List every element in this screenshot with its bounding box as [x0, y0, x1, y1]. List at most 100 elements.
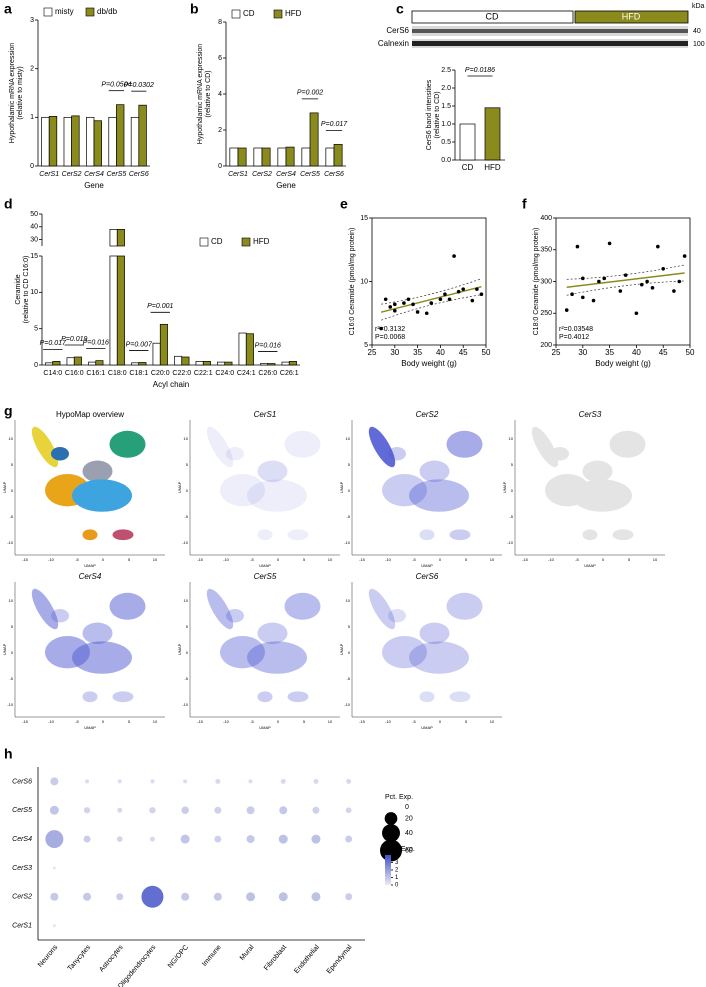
dot: [150, 779, 155, 784]
dot: [181, 892, 190, 901]
umap-cluster: [419, 529, 435, 541]
bar: [71, 115, 80, 167]
p-value: P=0.007: [126, 341, 153, 348]
umap-tick: 0: [439, 557, 442, 562]
bar: [277, 147, 287, 167]
umap-cluster: [609, 430, 646, 458]
bar: [281, 361, 290, 366]
umap-cluster: [247, 479, 307, 512]
umap-tick: -5: [9, 676, 13, 681]
dot: [149, 807, 156, 814]
y-tick-label: 15: [30, 253, 38, 260]
point: [402, 301, 406, 305]
legend-label: 0: [405, 804, 409, 811]
legend-label: HFD: [253, 237, 270, 246]
y-tick-label: 400: [540, 215, 552, 222]
blot-band: [412, 29, 688, 33]
point: [424, 311, 429, 316]
umap-tick: 10: [490, 557, 495, 562]
x-tick-label: CerS1: [39, 171, 59, 178]
umap-tick: 5: [348, 624, 351, 629]
umap-tick: -10: [182, 540, 189, 545]
umap-cluster: [82, 529, 98, 541]
bar: [138, 104, 147, 167]
blot-band: [412, 41, 688, 46]
y-tick-label: 300: [540, 278, 552, 285]
dot: [345, 893, 353, 901]
umap-tick: 0: [277, 557, 280, 562]
bar: [116, 255, 125, 366]
umap-cluster: [419, 691, 435, 703]
dot: [279, 806, 288, 815]
x-tick-label: C18:1: [129, 370, 148, 377]
umap-tick: -5: [509, 514, 513, 519]
panel-label: a: [4, 1, 12, 17]
umap-tick: 5: [11, 624, 14, 629]
point: [470, 298, 475, 303]
umap-tick: 0: [602, 557, 605, 562]
dot: [346, 778, 352, 784]
umap-tick: 5: [303, 719, 306, 724]
y-tick-label: 0: [218, 163, 222, 170]
marker: 100: [693, 41, 705, 48]
confidence-band: [566, 264, 685, 280]
umap-cluster: [226, 609, 244, 623]
x-tick-label: C20:0: [151, 370, 170, 377]
point: [661, 267, 665, 271]
umap-tick: -10: [548, 557, 555, 562]
dot: [50, 892, 59, 901]
x-tick-label: 30: [390, 348, 399, 357]
legend-label: db/db: [97, 7, 118, 16]
x-tick-label: C26:1: [280, 370, 299, 377]
umap-tick: 0: [11, 650, 14, 655]
y-tick-label: 0.0: [441, 157, 451, 164]
umap-tick: -10: [182, 702, 189, 707]
x-tick-label: Tanycytes: [67, 944, 93, 973]
y-tick-label: 30: [30, 236, 38, 243]
blot: CD HFD CerS6 Calnexin kDa 40 100: [378, 3, 705, 48]
dot: [83, 835, 91, 843]
umap-tick: -10: [223, 557, 230, 562]
legend-label: HFD: [285, 9, 302, 18]
confidence-band: [566, 280, 685, 296]
umap-tick: 0: [186, 488, 189, 493]
bar: [93, 120, 102, 167]
x-tick-label: Endothelial: [293, 944, 321, 975]
bar: [285, 146, 295, 167]
bar: [333, 144, 343, 167]
point: [456, 289, 461, 294]
y-tick-label: 0: [30, 163, 34, 170]
x-tick-label: CerS6: [324, 171, 344, 178]
umap-tick: -10: [385, 719, 392, 724]
umap-tick: -5: [575, 557, 579, 562]
umap-axis-label: UMAP: [2, 643, 7, 655]
bar: [152, 342, 161, 366]
y-axis-label: Ceramide: [15, 274, 22, 304]
umap-cluster: [206, 426, 234, 468]
bar: [195, 361, 204, 366]
y-axis-label: (relative to CD): [434, 91, 441, 138]
bar: [66, 357, 75, 366]
umap-axis-label: UMAP: [177, 481, 182, 493]
umap-cluster: [446, 430, 483, 458]
umap-cluster: [368, 588, 396, 630]
y-tick-label: CerS2: [12, 894, 32, 901]
dot: [278, 834, 288, 844]
umap-cluster: [582, 460, 613, 483]
umap-tick: -5: [75, 719, 79, 724]
y-tick-label: 1.5: [441, 103, 451, 110]
annotation: r²=0.3132: [375, 326, 405, 333]
dot: [117, 779, 122, 784]
bar: [108, 116, 117, 167]
legend-label: 1: [395, 875, 399, 881]
y-tick-label: 10: [30, 289, 38, 296]
x-tick-label: 40: [632, 348, 641, 357]
group-box: [574, 10, 689, 24]
confidence-band: [381, 294, 482, 321]
point: [406, 297, 411, 302]
x-tick-label: 25: [368, 348, 377, 357]
x-tick-label: Immune: [201, 944, 223, 968]
bar: [484, 107, 501, 161]
dot: [214, 806, 222, 814]
